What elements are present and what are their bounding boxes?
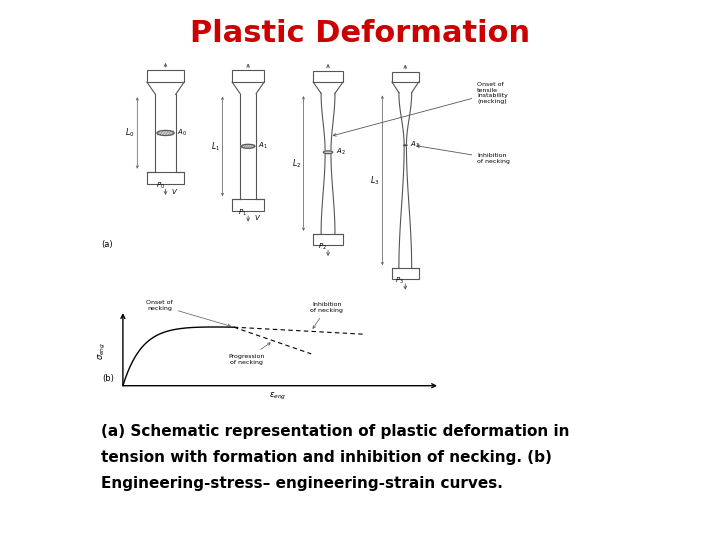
Bar — [313, 71, 343, 82]
Ellipse shape — [241, 144, 255, 148]
Text: Inhibition
of necking: Inhibition of necking — [310, 302, 343, 328]
Ellipse shape — [157, 131, 174, 136]
Text: V: V — [254, 215, 258, 221]
Text: $P_0$: $P_0$ — [156, 181, 165, 191]
Text: tension with formation and inhibition of necking. (b): tension with formation and inhibition of… — [101, 450, 552, 465]
Text: (a): (a) — [102, 240, 113, 249]
Text: (b): (b) — [103, 374, 114, 383]
Text: $L_2$: $L_2$ — [292, 157, 301, 170]
Text: $A_2$: $A_2$ — [336, 147, 346, 157]
Bar — [147, 172, 184, 184]
Text: Onset of
tensile
instability
(necking): Onset of tensile instability (necking) — [333, 82, 508, 136]
Text: $L_1$: $L_1$ — [211, 140, 220, 153]
Bar — [392, 71, 418, 82]
Text: $A_0$: $A_0$ — [177, 128, 187, 138]
Bar — [392, 268, 418, 279]
Bar — [232, 199, 264, 211]
Text: $L_0$: $L_0$ — [125, 127, 135, 139]
Ellipse shape — [323, 151, 333, 154]
Text: Onset of
necking: Onset of necking — [146, 300, 230, 327]
Text: V: V — [171, 188, 176, 195]
Text: $P_3$: $P_3$ — [395, 276, 405, 286]
Text: $\varepsilon_{eng}$: $\varepsilon_{eng}$ — [269, 392, 286, 402]
Text: $P_1$: $P_1$ — [238, 208, 247, 218]
Bar — [232, 71, 264, 82]
Text: (a) Schematic representation of plastic deformation in: (a) Schematic representation of plastic … — [101, 424, 570, 439]
Ellipse shape — [403, 145, 407, 146]
Bar — [313, 234, 343, 245]
Text: Inhibition
of necking: Inhibition of necking — [417, 145, 510, 164]
Bar — [147, 70, 184, 82]
Text: Progression
of necking: Progression of necking — [228, 343, 270, 364]
Text: $\sigma_{eng}$: $\sigma_{eng}$ — [97, 341, 108, 360]
Text: Plastic Deformation: Plastic Deformation — [190, 19, 530, 48]
Text: Engineering-stress– engineering-strain curves.: Engineering-stress– engineering-strain c… — [101, 476, 503, 491]
Text: $A_3$: $A_3$ — [410, 140, 420, 150]
Text: $A_1$: $A_1$ — [258, 141, 268, 151]
Text: $P_2$: $P_2$ — [318, 242, 327, 252]
Text: $L_3$: $L_3$ — [371, 174, 379, 187]
